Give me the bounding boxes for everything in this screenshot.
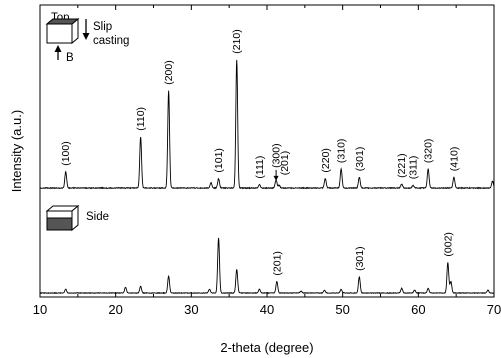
slip-casting-arrow-icon — [82, 19, 90, 40]
side-peak-label: (201) — [271, 251, 283, 276]
top-peak-label: (201) — [279, 151, 291, 176]
casting-label: casting — [93, 35, 129, 47]
x-tick-label: 20 — [108, 302, 122, 317]
top-peak-label: (221) — [396, 153, 408, 178]
x-tick-label: 40 — [260, 302, 274, 317]
side-label: Side — [86, 211, 109, 223]
y-axis-label: Intensity (a.u.) — [9, 110, 24, 192]
side-xrd-trace — [39, 237, 495, 295]
side-cube-icon — [45, 204, 80, 232]
top-peak-label: (220) — [320, 148, 332, 173]
x-tick-label: 50 — [335, 302, 349, 317]
b-label: B — [66, 52, 74, 64]
x-tick-label: 60 — [411, 302, 425, 317]
top-peak-label: (101) — [213, 148, 225, 173]
side-orientation-inset: Side — [45, 204, 109, 232]
top-peak-label: (301) — [354, 147, 366, 172]
x-tick-label: 10 — [33, 302, 47, 317]
slip-label: Slip — [93, 21, 112, 33]
top-peak-label: (100) — [60, 141, 72, 166]
traces — [39, 59, 495, 295]
top-peak-label: (300) — [271, 143, 283, 168]
x-tick-label: 30 — [184, 302, 198, 317]
top-peak-label: (410) — [448, 147, 460, 172]
top-orientation-inset: Top Slip casting B — [45, 12, 129, 64]
axis-ticks — [39, 5, 495, 297]
side-peak-label: (002) — [442, 232, 454, 257]
x-tick-label: 70 — [487, 302, 501, 317]
top-peak-label: (210) — [231, 29, 243, 54]
top-peak-label: (310) — [336, 139, 348, 164]
top-xrd-trace — [39, 59, 495, 190]
top-peak-label: (200) — [163, 60, 175, 85]
peak-labels: (100)(110)(200)(101)(210)(111) (300)(201)… — [60, 29, 460, 275]
x-tick-labels: 10 20 30 40 50 60 70 — [33, 302, 501, 317]
peak-300-arrowhead-icon — [273, 175, 279, 181]
top-peak-label: (320) — [423, 139, 435, 164]
b-field-arrow-icon — [54, 45, 62, 60]
side-peak-label: (301) — [354, 246, 366, 271]
top-cube-icon — [45, 17, 80, 45]
top-peak-label: (111) — [254, 156, 266, 179]
top-peak-label: (311) — [408, 156, 420, 180]
top-peak-label: (110) — [135, 107, 147, 131]
x-axis-label: 2-theta (degree) — [220, 340, 313, 355]
